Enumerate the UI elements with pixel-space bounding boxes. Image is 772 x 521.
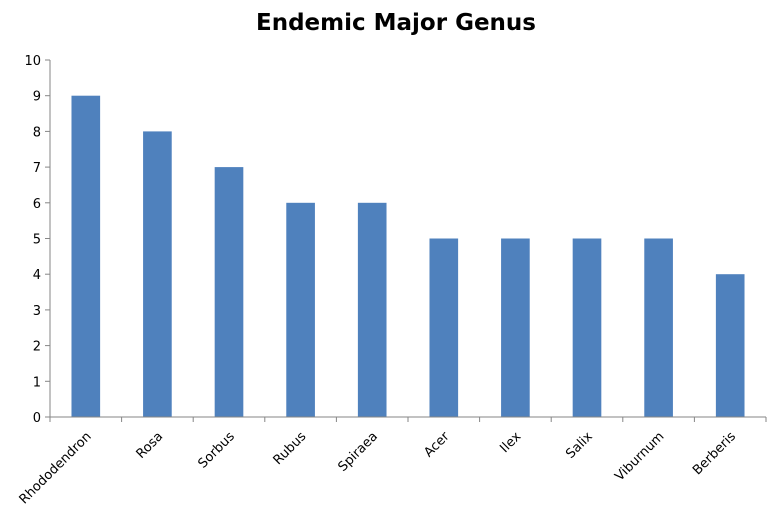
bar-ilex — [501, 238, 530, 417]
y-tick-label: 1 — [33, 375, 41, 390]
x-tick-label: Rhododendron — [17, 429, 95, 507]
chart-title: Endemic Major Genus — [256, 10, 536, 36]
y-tick-label: 3 — [33, 304, 41, 319]
x-tick-label: Sorbus — [196, 429, 238, 471]
y-tick-label: 7 — [33, 161, 41, 176]
y-tick-label: 10 — [24, 54, 41, 69]
y-tick-label: 9 — [33, 90, 41, 105]
bar-rubus — [286, 202, 315, 417]
y-tick-label: 6 — [33, 197, 41, 212]
x-tick-label: Viburnum — [612, 429, 667, 484]
y-tick-label: 5 — [33, 233, 41, 248]
y-tick-label: 2 — [33, 340, 41, 355]
x-axis: Rhododendron Rosa Sorbus Rubus Spiraea Acer Il… — [17, 417, 767, 507]
x-tick-label: Salix — [563, 429, 596, 462]
bar-rosa — [143, 131, 172, 417]
y-tick-label: 8 — [33, 125, 41, 140]
y-tick-label: 4 — [33, 268, 41, 283]
bar-acer — [429, 238, 459, 417]
x-tick-label: Berberis — [690, 429, 739, 478]
x-tick-label: Rosa — [134, 429, 167, 462]
bar-sorbus — [214, 167, 244, 417]
y-tick-label: 0 — [33, 411, 41, 426]
bar-rhododendron — [71, 95, 101, 417]
y-axis: 0 1 2 3 4 5 6 7 8 9 10 — [24, 54, 50, 426]
x-tick-label: Ilex — [497, 429, 524, 456]
x-tick-label: Rubus — [271, 429, 310, 468]
bar-salix — [572, 238, 602, 417]
bar-spiraea — [357, 202, 387, 417]
x-tick-label: Acer — [421, 429, 453, 461]
bar-viburnum — [644, 238, 673, 417]
x-tick-label: Spiraea — [335, 429, 381, 475]
bar-berberis — [715, 274, 745, 417]
bars — [71, 95, 745, 417]
